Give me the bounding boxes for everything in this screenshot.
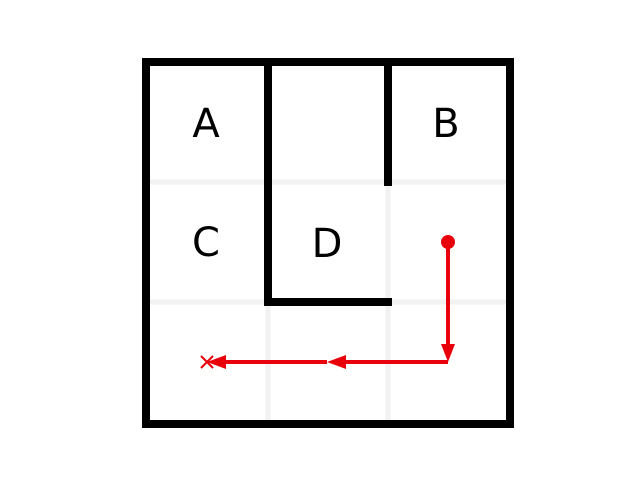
path-arrowhead-left-1 — [327, 355, 346, 369]
maze-walls — [142, 58, 514, 428]
cell-label-a: A — [192, 101, 220, 147]
path-end-cross-icon — [200, 355, 214, 369]
cell-label-b: B — [432, 101, 459, 147]
cell-label-d: D — [312, 221, 343, 267]
path-arrowhead-down — [441, 344, 455, 362]
path-arrowhead-left-2 — [207, 355, 226, 369]
solution-path — [200, 235, 455, 369]
outer-wall — [142, 58, 514, 428]
cell-label-c: C — [192, 220, 220, 266]
